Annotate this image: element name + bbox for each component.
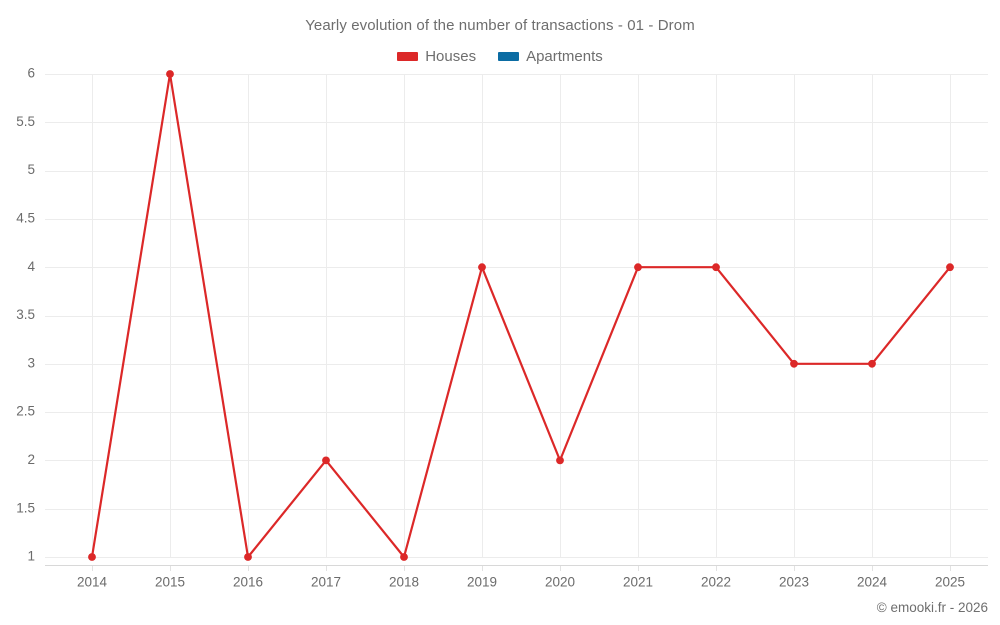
y-axis-tick-label: 1 xyxy=(27,549,35,564)
x-axis-tick-label: 2020 xyxy=(545,575,575,590)
x-axis-tick-label: 2025 xyxy=(935,575,965,590)
y-axis-tick-labels: 1 1.5 2 2.5 3 3.5 4 4.5 5 5.5 6 xyxy=(16,66,35,564)
data-point-marker[interactable] xyxy=(946,263,954,272)
data-point-marker[interactable] xyxy=(790,359,798,368)
x-axis-tick-label: 2021 xyxy=(623,575,653,590)
data-point-marker[interactable] xyxy=(478,263,486,272)
x-axis-tick-label: 2018 xyxy=(389,575,419,590)
x-axis-tick-labels: 2014 2015 2016 2017 2018 2019 2020 2021 2022 2023… xyxy=(77,575,965,590)
x-axis-tick-label: 2015 xyxy=(155,575,185,590)
data-point-marker[interactable] xyxy=(166,70,174,78)
x-axis-tick-label: 2024 xyxy=(857,575,888,590)
data-point-marker[interactable] xyxy=(556,456,564,465)
data-point-marker[interactable] xyxy=(712,263,720,272)
line-swatch-icon xyxy=(498,51,520,61)
copyright-credit: © emooki.fr - 2026 xyxy=(876,600,988,615)
legend-item-label: Apartments xyxy=(526,47,603,65)
y-axis-tick-label: 3 xyxy=(27,355,35,370)
y-axis-tick-label: 6 xyxy=(27,66,35,81)
chart-legend: Houses Apartments xyxy=(0,45,1000,67)
data-point-marker[interactable] xyxy=(322,456,330,465)
x-axis-tick-label: 2023 xyxy=(779,575,809,590)
data-point-marker[interactable] xyxy=(88,553,96,561)
y-axis-tick-label: 2 xyxy=(27,452,35,467)
y-axis-tick-label: 4.5 xyxy=(16,210,35,225)
data-point-marker[interactable] xyxy=(868,359,876,368)
series-line-houses xyxy=(90,72,952,559)
x-axis-tick-label: 2022 xyxy=(701,575,731,590)
legend-item-apartments[interactable]: Apartments xyxy=(498,48,603,65)
data-point-marker[interactable] xyxy=(634,263,642,272)
axes xyxy=(45,565,988,571)
y-axis-tick-label: 4 xyxy=(27,259,35,274)
y-axis-tick-label: 1.5 xyxy=(16,500,35,515)
chart-title: Yearly evolution of the number of transa… xyxy=(305,17,695,34)
data-series xyxy=(88,70,954,561)
y-axis-tick-label: 5.5 xyxy=(16,114,35,129)
x-axis-tick-label: 2014 xyxy=(77,575,108,590)
y-axis-tick-label: 2.5 xyxy=(16,404,35,419)
x-axis-tick-label: 2017 xyxy=(311,575,341,590)
x-axis-tick-label: 2019 xyxy=(467,575,497,590)
y-axis-tick-label: 5 xyxy=(27,162,35,177)
data-point-marker[interactable] xyxy=(244,553,252,561)
line-swatch-icon xyxy=(397,51,419,61)
y-axis-tick-label: 3.5 xyxy=(16,307,35,322)
legend-item-label: Houses xyxy=(425,47,477,65)
x-axis-tick-label: 2016 xyxy=(233,575,263,590)
legend-item-houses[interactable]: Houses xyxy=(397,48,476,65)
data-point-marker[interactable] xyxy=(400,553,408,561)
gridlines xyxy=(45,74,988,558)
